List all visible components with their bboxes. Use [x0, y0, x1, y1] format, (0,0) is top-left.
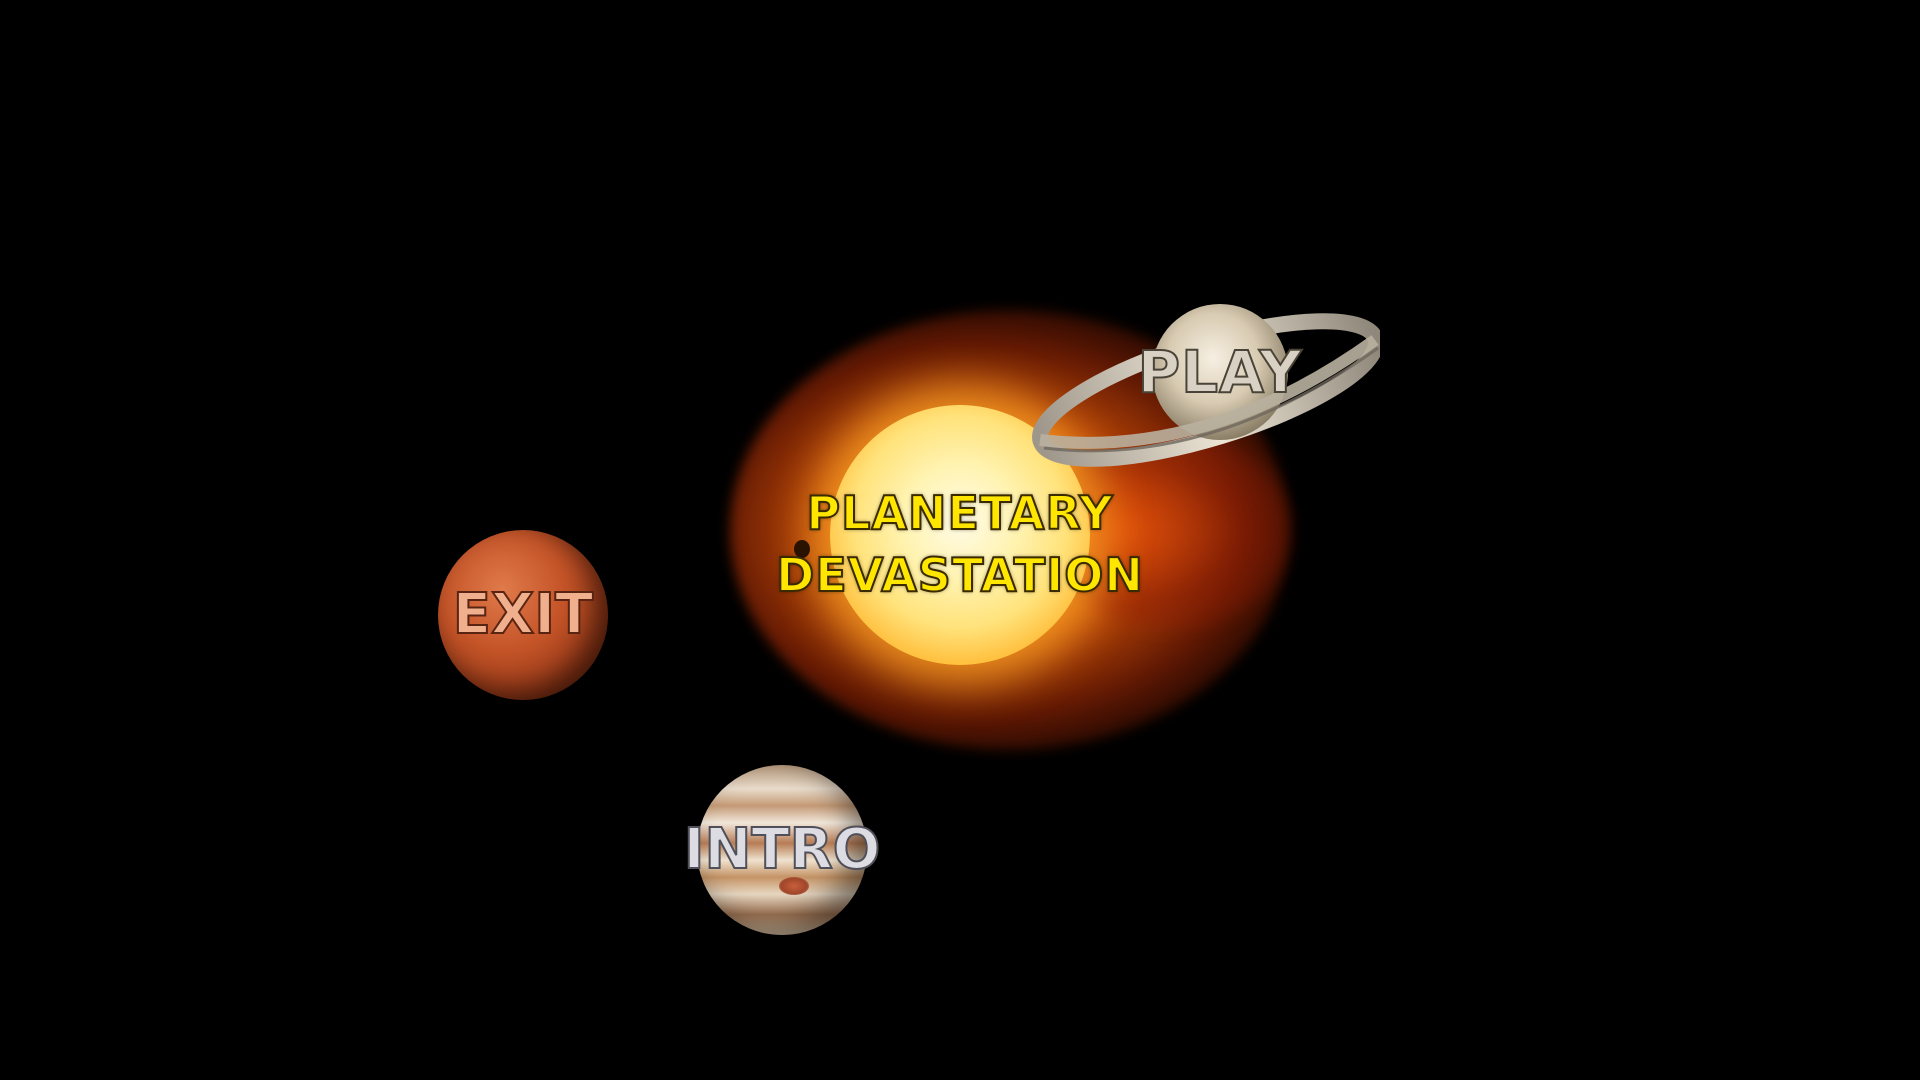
exit-button[interactable]: EXIT [438, 530, 608, 700]
small-moon-icon [794, 540, 810, 558]
game-title: PLANETARY DEVASTATION [760, 482, 1160, 606]
intro-button[interactable]: INTRO [683, 765, 881, 935]
intro-label: INTRO [683, 816, 882, 883]
saturn-icon [1032, 304, 1380, 467]
play-label: PLAY [1137, 337, 1303, 407]
great-red-spot [779, 877, 809, 895]
exit-label: EXIT [452, 581, 594, 648]
game-title-line1: PLANETARY [805, 485, 1114, 541]
play-button[interactable]: PLAY [1030, 300, 1380, 480]
game-title-line2: DEVASTATION [775, 547, 1144, 603]
